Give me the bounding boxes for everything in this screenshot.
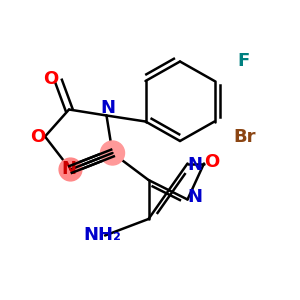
Text: N: N (188, 156, 202, 174)
Text: N: N (100, 99, 116, 117)
Text: N: N (61, 160, 76, 178)
Circle shape (59, 158, 82, 181)
Text: F: F (237, 52, 249, 70)
Text: Br: Br (233, 128, 256, 146)
Text: O: O (204, 153, 219, 171)
Circle shape (100, 141, 124, 165)
Text: N: N (188, 188, 202, 206)
Text: O: O (30, 128, 45, 146)
Text: NH₂: NH₂ (83, 226, 121, 244)
Text: O: O (44, 70, 59, 88)
